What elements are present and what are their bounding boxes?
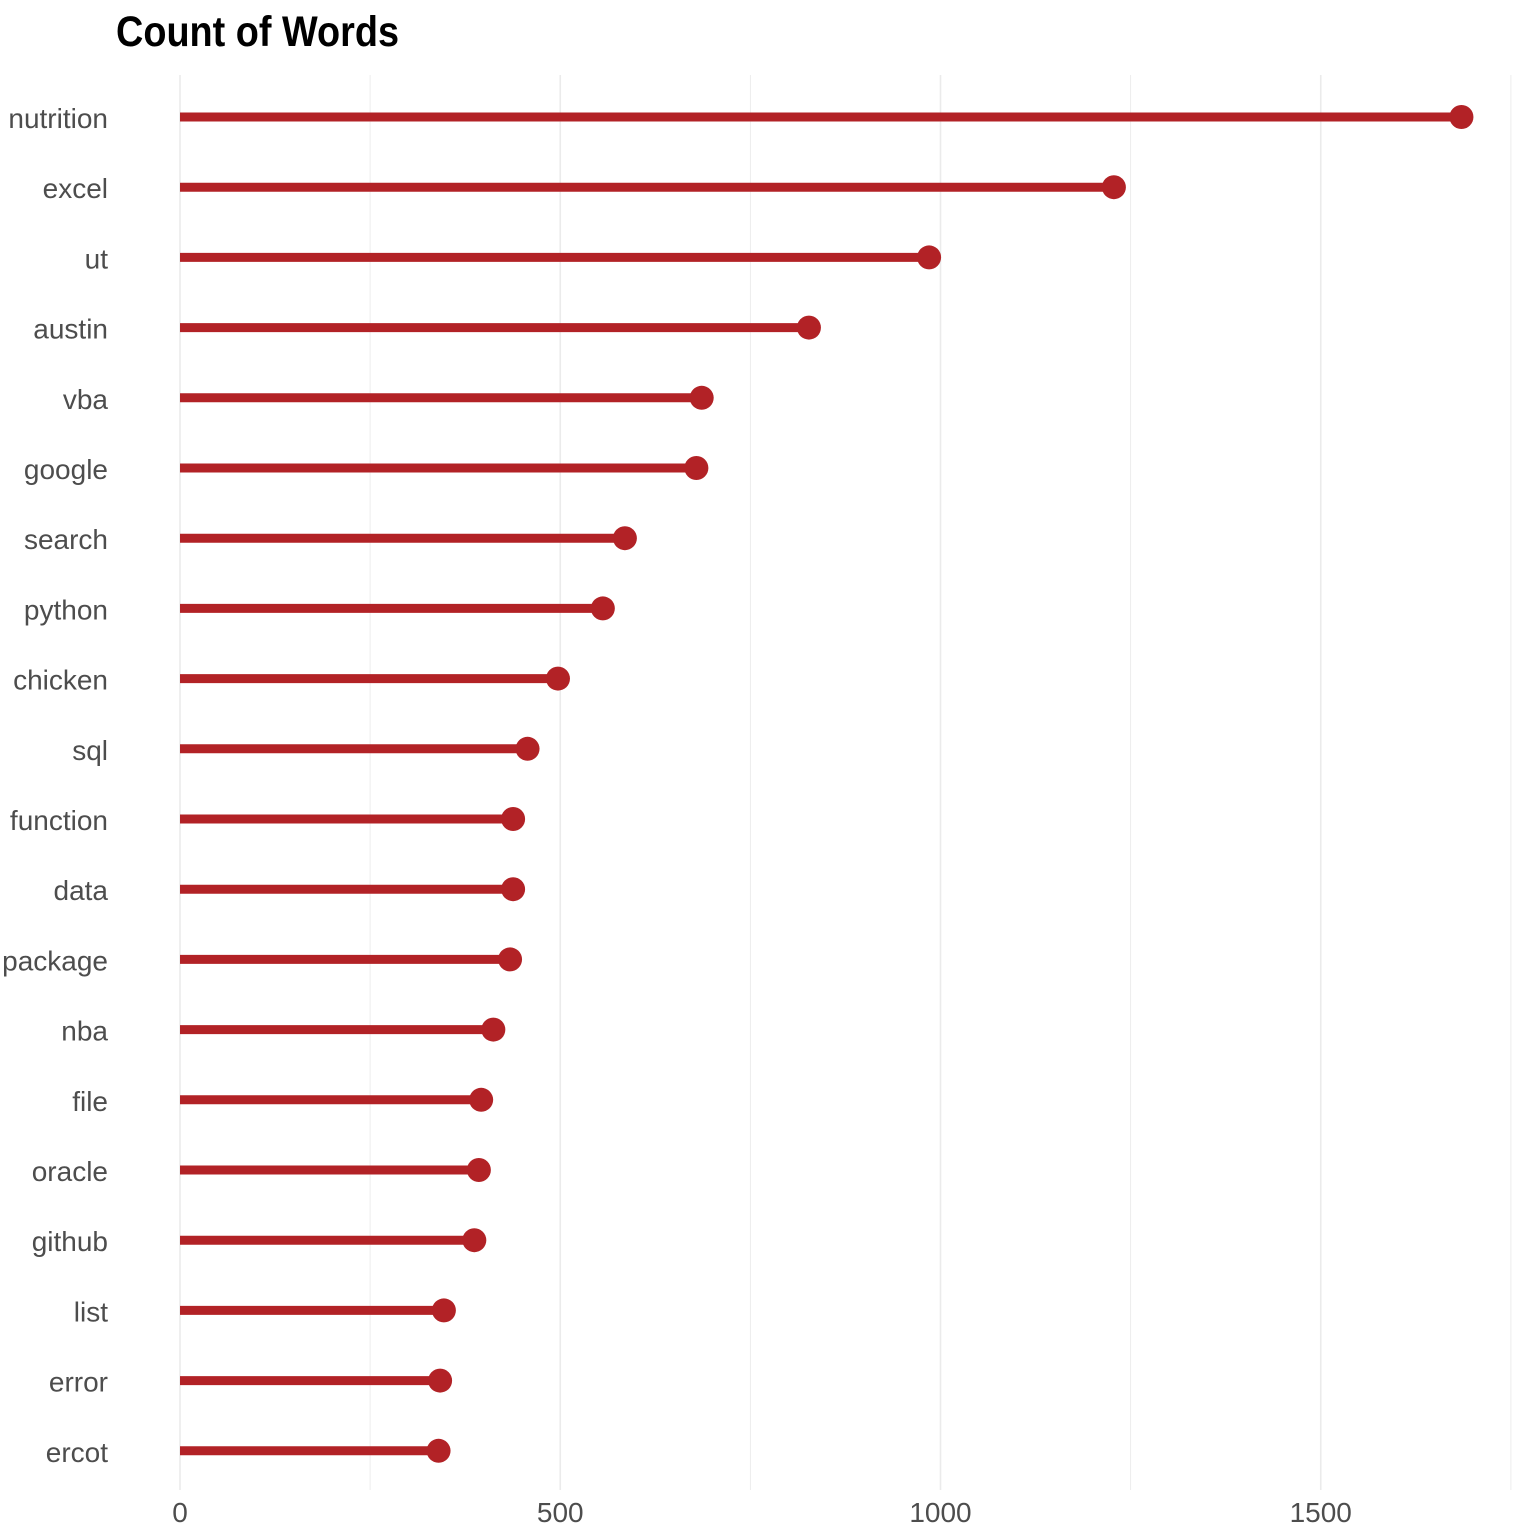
category-label: file	[72, 1086, 108, 1117]
x-tick-label: 0	[172, 1497, 188, 1528]
lollipop-marks	[180, 105, 1474, 1463]
lollipop-point	[684, 456, 709, 480]
lollipop-point	[590, 596, 615, 621]
category-label: chicken	[13, 665, 108, 696]
category-label: sql	[72, 735, 108, 766]
category-label: function	[10, 805, 108, 836]
category-label: ut	[85, 243, 109, 274]
lollipop-point	[515, 736, 540, 761]
chart-title: Count of Words	[116, 8, 400, 56]
lollipop-point	[462, 1228, 487, 1253]
category-label: ercot	[46, 1437, 108, 1468]
lollipop-point	[796, 315, 821, 340]
category-label: package	[2, 945, 108, 976]
category-label: data	[54, 875, 109, 906]
category-label: oracle	[32, 1156, 108, 1187]
lollipop-point	[469, 1087, 494, 1112]
lollipop-point	[612, 526, 637, 551]
category-label: error	[49, 1367, 108, 1398]
x-tick-label: 1000	[909, 1497, 971, 1528]
x-tick-label: 500	[537, 1497, 584, 1528]
lollipop-point	[501, 807, 526, 831]
lollipop-point	[917, 245, 942, 270]
gridlines	[179, 75, 1512, 1490]
x-axis-tick-labels: 0 500 1000 1500	[172, 1497, 1352, 1528]
category-label: vba	[63, 384, 109, 415]
category-label: list	[74, 1296, 108, 1327]
lollipop-point	[481, 1017, 506, 1042]
category-label: python	[24, 594, 108, 625]
category-label: nba	[61, 1016, 108, 1047]
category-label: nutrition	[8, 103, 108, 134]
category-label: github	[32, 1226, 108, 1257]
lollipop-point	[689, 385, 714, 410]
x-tick-label: 1500	[1290, 1497, 1352, 1528]
category-label: google	[24, 454, 108, 485]
lollipop-point	[501, 877, 526, 902]
lollipop-point	[428, 1368, 453, 1393]
lollipop-point	[545, 666, 570, 691]
lollipop-point	[1449, 105, 1474, 129]
lollipop-point	[498, 947, 523, 972]
category-label: austin	[33, 314, 108, 345]
lollipop-point	[426, 1438, 451, 1463]
category-label: search	[24, 524, 108, 555]
lollipop-point	[431, 1298, 456, 1323]
category-label: excel	[43, 173, 108, 204]
lollipop-point	[1101, 175, 1126, 200]
lollipop-point	[466, 1158, 491, 1182]
category-labels: nutrition excel ut austin vba google search pyt…	[2, 103, 108, 1468]
